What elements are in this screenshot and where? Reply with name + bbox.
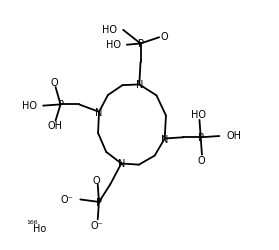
Text: OH: OH: [47, 121, 62, 131]
Text: O: O: [197, 156, 205, 166]
Text: P: P: [138, 39, 143, 49]
Text: HO: HO: [102, 25, 117, 35]
Text: O⁻: O⁻: [61, 194, 73, 204]
Text: P: P: [96, 197, 102, 207]
Text: N: N: [161, 134, 169, 144]
Text: P: P: [198, 133, 204, 143]
Text: O: O: [161, 32, 169, 42]
Text: HO: HO: [22, 100, 37, 110]
Text: O⁻: O⁻: [90, 220, 103, 230]
Text: O: O: [93, 175, 100, 185]
Text: N: N: [118, 159, 125, 169]
Text: N: N: [95, 108, 103, 117]
Text: 166: 166: [26, 219, 38, 224]
Text: HO: HO: [106, 40, 121, 50]
Text: HO: HO: [191, 110, 206, 120]
Text: Ho: Ho: [33, 222, 46, 232]
Text: P: P: [57, 100, 64, 110]
Text: OH: OH: [226, 131, 241, 141]
Text: N: N: [136, 80, 143, 90]
Text: O: O: [51, 78, 58, 88]
